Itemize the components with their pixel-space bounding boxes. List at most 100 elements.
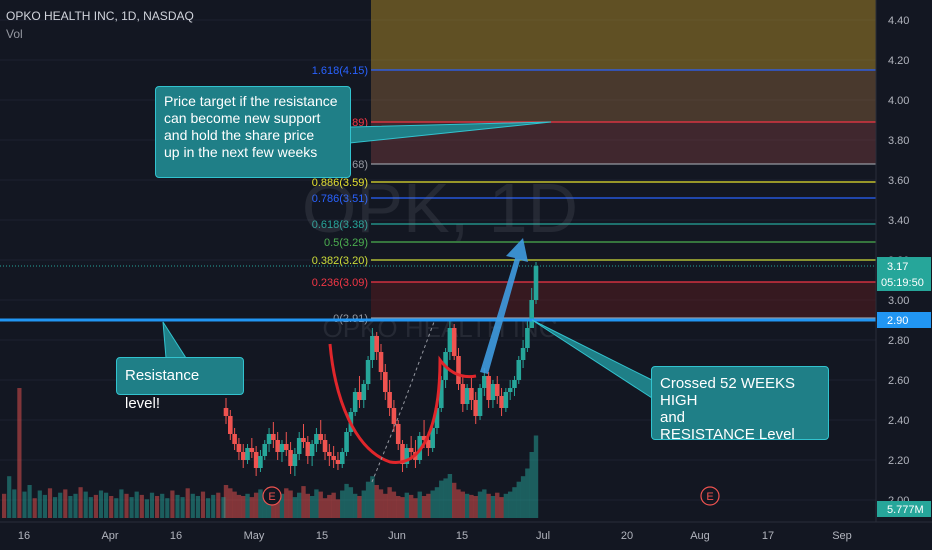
- volume-bar: [495, 492, 500, 518]
- volume-bar: [149, 492, 155, 518]
- symbol-title[interactable]: OPKO HEALTH INC, 1D, NASDAQ: [6, 9, 194, 23]
- candle-body: [240, 452, 246, 460]
- volume-bar: [232, 491, 237, 518]
- price-tick-label: 2.80: [888, 335, 909, 347]
- time-tick-label: 15: [316, 530, 328, 542]
- candle-body: [486, 376, 491, 400]
- volume-bar: [206, 498, 211, 518]
- fib-level-label: 0.382(3.20): [312, 255, 368, 267]
- candle-body: [357, 392, 362, 400]
- candle-body: [292, 454, 298, 466]
- candle-body: [339, 452, 345, 464]
- volume-bar: [7, 476, 12, 518]
- price-target-annotation[interactable]: Price target if the resistance can becom…: [155, 86, 351, 178]
- volume-bar: [456, 489, 461, 518]
- volume-bar: [335, 499, 341, 518]
- volume-bar: [383, 493, 388, 518]
- candle-body: [301, 438, 306, 442]
- volume-bar: [309, 496, 315, 518]
- volume-bar: [284, 488, 289, 518]
- candle-body: [232, 434, 237, 444]
- volume-bar: [221, 497, 226, 518]
- candle-body: [460, 384, 466, 404]
- volume-bar: [180, 497, 185, 518]
- volume-bar: [408, 494, 414, 518]
- candle-body: [245, 448, 250, 460]
- candle-body: [296, 438, 302, 454]
- volume-bar: [486, 493, 491, 518]
- volume-bar: [129, 497, 134, 518]
- volume-bar: [404, 492, 410, 518]
- volume-bar: [365, 481, 371, 518]
- candle-body: [344, 432, 349, 452]
- candle-body: [271, 434, 276, 440]
- candle-body: [258, 456, 263, 468]
- candle-body: [499, 396, 504, 408]
- candle-body: [512, 380, 517, 388]
- time-tick-label: Sep: [832, 530, 852, 542]
- volume-bar: [482, 489, 487, 518]
- candle-body: [533, 266, 539, 300]
- time-tick-label: Jul: [536, 530, 550, 542]
- fib-level-label: 0.5(3.29): [324, 237, 368, 249]
- volume-bar: [63, 489, 68, 518]
- volume-bar: [451, 482, 457, 518]
- candle-body: [228, 416, 233, 434]
- volume-bar: [68, 496, 73, 518]
- volume-bar: [27, 485, 32, 518]
- candle-body: [391, 408, 397, 424]
- volume-bar: [253, 492, 259, 518]
- crossed-annotation[interactable]: Crossed 52 WEEKS HIGH and RESISTANCE Lev…: [651, 366, 829, 443]
- candle-body: [331, 456, 336, 460]
- volume-bar: [516, 481, 521, 518]
- volume-bar: [340, 490, 345, 518]
- candle-body: [378, 352, 384, 372]
- resistance-annotation[interactable]: Resistance level!: [116, 357, 244, 412]
- volume-bar: [464, 493, 470, 518]
- volume-bar: [477, 491, 483, 518]
- volume-bar: [160, 493, 165, 518]
- volume-bar: [391, 491, 397, 518]
- volume-bar: [223, 485, 229, 518]
- candle-body: [477, 388, 483, 416]
- volume-bar: [352, 493, 358, 518]
- volume-bar: [296, 492, 302, 518]
- candle-body: [516, 360, 522, 380]
- price-tick-label: 3.80: [888, 135, 909, 147]
- volume-bar: [507, 491, 513, 518]
- candle-body: [421, 436, 427, 440]
- price-tick-label: 4.00: [888, 95, 909, 107]
- resistance-price-tag: [877, 312, 931, 328]
- price-tick-label: 4.20: [888, 55, 909, 67]
- last-price-tag: [877, 257, 931, 291]
- volume-bar: [387, 487, 392, 518]
- volume-bar: [430, 490, 435, 518]
- volume-bar: [396, 496, 401, 518]
- volume-label[interactable]: Vol: [6, 27, 23, 41]
- candle-body: [447, 328, 453, 352]
- candle-body: [266, 434, 272, 444]
- volume-bar: [249, 497, 255, 518]
- volume-bar: [170, 490, 175, 518]
- volume-bar: [22, 491, 27, 518]
- volume-bar: [42, 494, 47, 518]
- candle-body: [503, 392, 509, 408]
- time-tick-label: 17: [762, 530, 774, 542]
- volume-bar: [190, 493, 195, 518]
- time-tick-label: Jun: [388, 530, 406, 542]
- volume-bar: [12, 489, 17, 518]
- volume-bar: [327, 494, 332, 518]
- volume-bar: [139, 494, 144, 518]
- earnings-marker: [262, 486, 282, 506]
- annotation-line: Crossed 52 WEEKS HIGH: [660, 375, 796, 409]
- candle-body: [525, 328, 530, 348]
- fib-level-label: 1.618(4.15): [312, 65, 368, 77]
- volume-bar: [144, 499, 149, 518]
- volume-bar: [361, 490, 366, 518]
- volume-bar: [503, 493, 509, 518]
- candle-body: [451, 328, 457, 356]
- candle-body: [430, 428, 435, 448]
- time-tick-label: 20: [621, 530, 633, 542]
